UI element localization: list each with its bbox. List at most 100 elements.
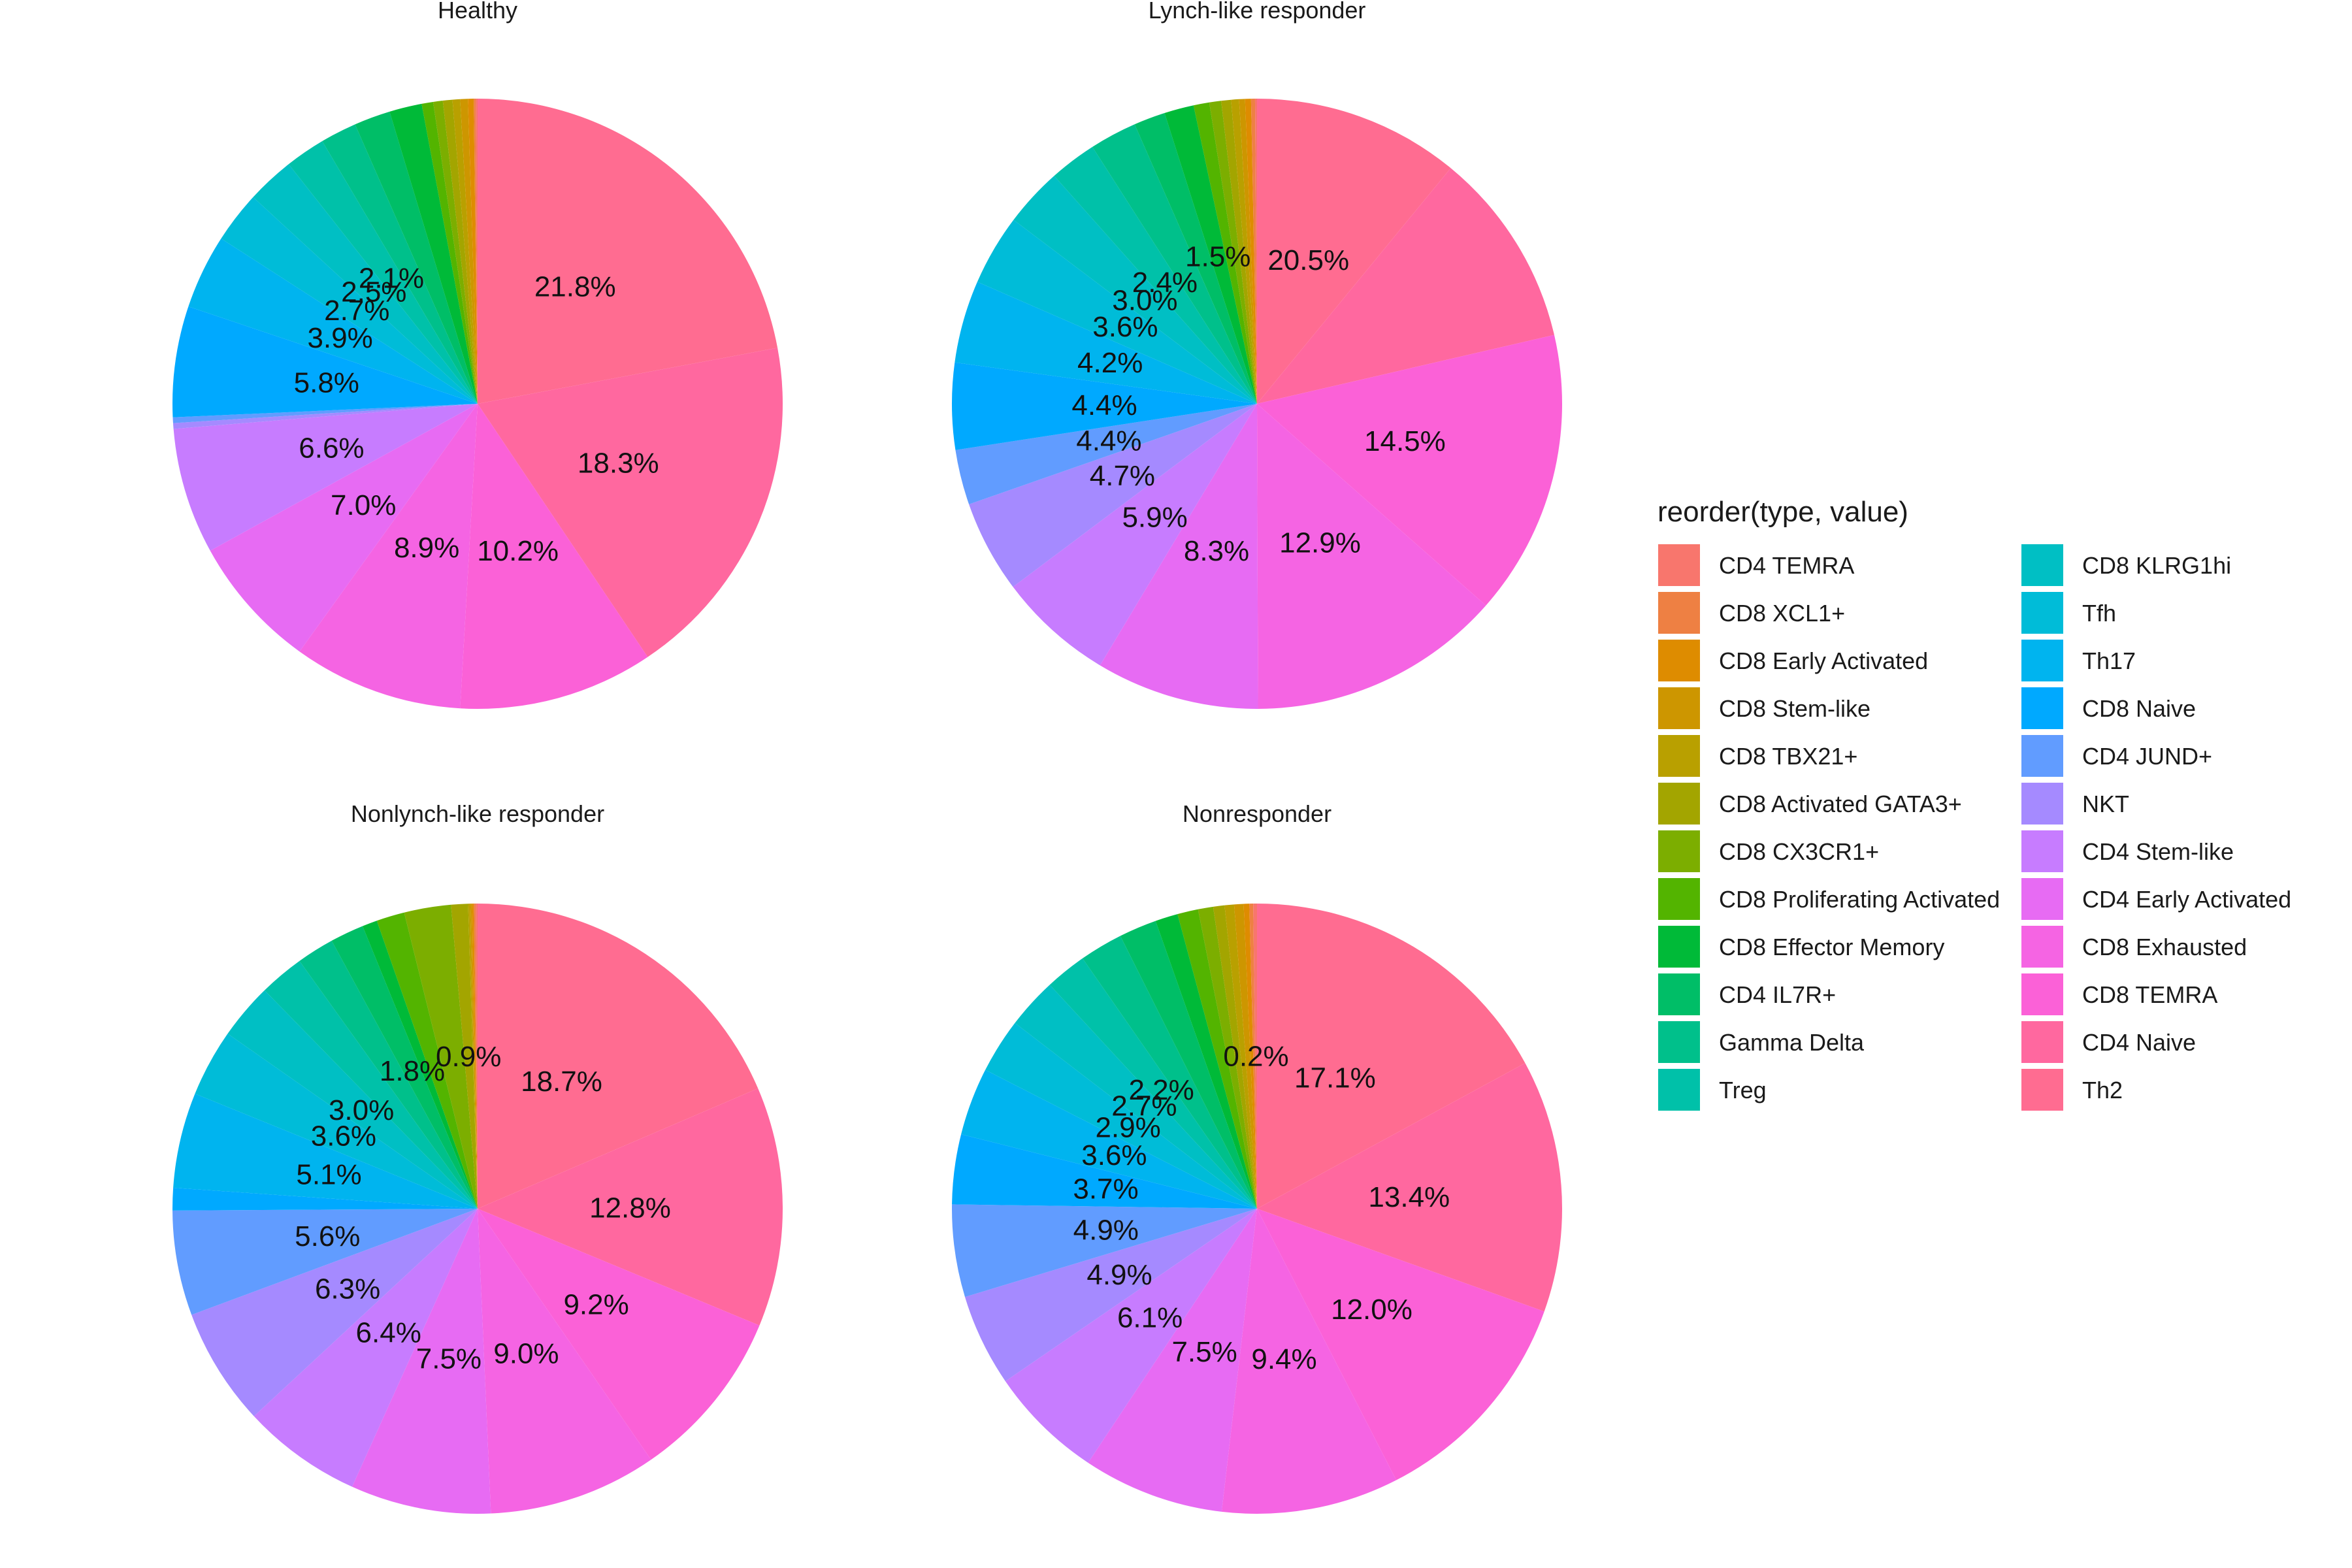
legend-label: CD4 Stem-like (2082, 838, 2234, 865)
legend: reorder(type, value) CD4 TEMRA CD8 XCL1+ CD… (1657, 496, 2291, 1112)
slice-label: 9.4% (1251, 1343, 1316, 1375)
pie-slice-cd8-activated-gata3 (451, 904, 478, 1209)
pie-slice-cd4-il7r (331, 926, 478, 1209)
legend-label: CD8 CX3CR1+ (1719, 838, 1879, 865)
legend-label: CD8 KLRG1hi (2082, 552, 2231, 579)
pie-slice-gamma-delta (1092, 124, 1257, 404)
slice-label: 6.6% (299, 432, 364, 464)
pie-slice-cd4-stem-like (253, 1209, 478, 1487)
legend-key-cd8-effector-memory (1657, 924, 1701, 969)
pie-slice-gamma-delta (1082, 936, 1257, 1209)
pie-slice-cd4-jund (172, 1209, 478, 1315)
slice-label: 12.0% (1331, 1294, 1413, 1326)
slice-label: 20.5% (1267, 244, 1349, 276)
legend-key-cd8-klrg1hi (2020, 543, 2065, 587)
pie-slice-cd8-tbx21 (452, 99, 478, 404)
slice-label: 12.9% (1279, 527, 1361, 559)
pie-slice-cd8-klrg1hi (1013, 176, 1257, 404)
pie-slice-cd4-stem-like (1005, 1209, 1257, 1463)
pie-slice-cd8-xcl1 (474, 904, 478, 1209)
pie-slice-cd8-proliferating-activated (1193, 102, 1257, 404)
slice-label: 2.7% (1111, 1090, 1177, 1122)
legend-key-cd8-tbx21 (1657, 734, 1701, 778)
slice-label: 0.9% (436, 1041, 501, 1073)
legend-label: Th17 (2082, 647, 2136, 674)
slice-label: 3.6% (1092, 311, 1158, 343)
legend-key-th2 (2020, 1068, 2065, 1112)
slice-label: 9.2% (563, 1289, 629, 1321)
pie-slice-nkt (969, 404, 1257, 587)
slice-label: 4.4% (1076, 425, 1141, 457)
pie-slice-cd4-il7r (355, 111, 478, 404)
legend-key-cd8-activated-gata3 (1657, 781, 1701, 826)
slice-label: 4.7% (1090, 460, 1155, 492)
pie-slice-th17 (173, 1093, 478, 1209)
slice-label: 4.2% (1077, 347, 1143, 379)
slice-label: 7.0% (331, 489, 396, 521)
legend-key-treg (1657, 1068, 1701, 1112)
pie-slice-cd8-klrg1hi (1015, 985, 1257, 1209)
legend-label: CD8 TEMRA (2082, 981, 2217, 1008)
legend-label: CD8 Stem-like (1719, 695, 1870, 722)
pie-slice-cd8-cx3cr1 (404, 904, 478, 1209)
legend-key-cd8-stem-like (1657, 686, 1701, 730)
pie-slice-cd8-activated-gata3 (1213, 905, 1257, 1209)
pie-slice-nkt (964, 1209, 1257, 1382)
pie-slice-cd8-naive (172, 306, 478, 417)
pie-slice-cd8-temra (478, 1209, 760, 1460)
legend-key-cd4-il7r (1657, 972, 1701, 1017)
panel-title: Lynch-like responder (1149, 0, 1366, 24)
slice-label: 4.9% (1073, 1215, 1139, 1247)
pie-slice-cd8-naive (952, 1134, 1257, 1209)
pie-slice-cd8-early-activated (1245, 99, 1257, 404)
pie-slice-cd8-effector-memory (389, 103, 478, 404)
pie-slice-nkt (172, 404, 478, 429)
slice-label: 0.2% (1223, 1041, 1288, 1073)
slice-label: 7.5% (416, 1343, 482, 1375)
legend-label: Th2 (2082, 1077, 2123, 1103)
slice-label: 10.2% (477, 535, 559, 567)
pie-slice-cd4-temra (1254, 99, 1257, 404)
slice-label: 7.5% (1171, 1336, 1237, 1368)
pie-slice-cd8-effector-memory (1155, 914, 1257, 1209)
legend-key-cd4-jund (2020, 734, 2065, 778)
legend-key-cd8-early-activated (1657, 638, 1701, 683)
slice-label: 17.1% (1294, 1062, 1376, 1094)
legend-key-gamma-delta (1657, 1020, 1701, 1064)
pie-slice-cd8-cx3cr1 (433, 101, 478, 404)
pie-slice-cd8-cx3cr1 (1209, 101, 1257, 404)
pie-slice-cd8-temra (1257, 1209, 1544, 1480)
pie-slice-cd8-naive (952, 362, 1257, 450)
slice-label: 5.9% (1122, 501, 1187, 533)
slice-label: 18.3% (578, 447, 659, 479)
pie-slice-cd8-early-activated (472, 904, 478, 1209)
pie-panel-nonresponder: Nonresponder 17.1% 13.4% 12.0% 9.4% 7.5%6.1% 4… (952, 800, 1562, 1514)
slice-label: 6.3% (315, 1273, 380, 1305)
pie-slice-cd4-il7r (1120, 921, 1257, 1209)
pie-slice-tfh (195, 1034, 478, 1209)
pie-slice-th17 (188, 238, 478, 404)
slice-label: 6.1% (1117, 1301, 1183, 1333)
pie-slice-cd8-temra (1257, 335, 1563, 606)
pie-slice-cd4-il7r (1134, 112, 1257, 404)
legend-label: CD4 IL7R+ (1719, 981, 1836, 1008)
pie-slice-cd8-effector-memory (362, 921, 478, 1209)
slice-label: 2.2% (1128, 1074, 1194, 1106)
pie-slice-cd4-jund (955, 404, 1257, 504)
pie-slice-th2 (478, 99, 778, 404)
legend-label: CD8 XCL1+ (1719, 600, 1845, 627)
pie-slice-cd8-temra (460, 404, 648, 710)
pie-slice-cd4-temra (476, 99, 478, 404)
pie-slice-cd8-xcl1 (1249, 904, 1257, 1209)
pie-slice-nkt (191, 1209, 478, 1416)
pie-slice-cd4-early-activated (351, 1209, 491, 1514)
slice-label: 9.0% (493, 1337, 559, 1369)
pie-slice-cd8-tbx21 (1231, 99, 1257, 404)
pie-slice-cd8-klrg1hi (227, 990, 478, 1209)
legend-label: CD8 Early Activated (1719, 647, 1928, 674)
legend-key-cd4-early-activated (2020, 877, 2065, 921)
legend-label: NKT (2082, 791, 2129, 817)
slice-label: 2.9% (1095, 1111, 1160, 1143)
pie-slice-cd8-exhausted (299, 404, 478, 709)
slice-label: 3.6% (311, 1120, 376, 1152)
